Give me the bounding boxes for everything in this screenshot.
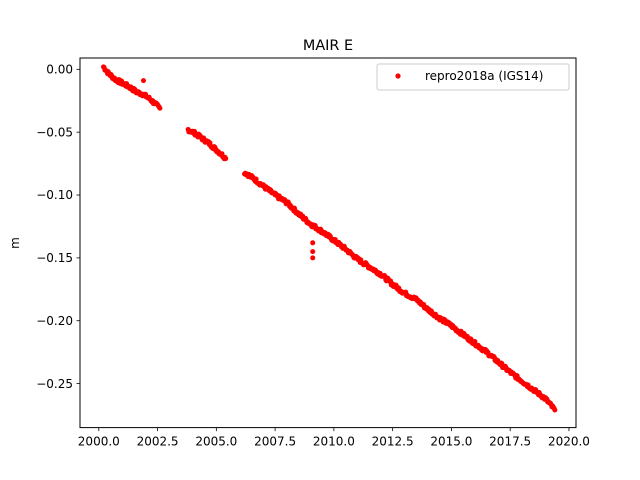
x-tick-label: 2000.0 [78, 435, 120, 449]
data-point [552, 407, 558, 413]
legend: repro2018a (IGS14) [376, 63, 570, 91]
data-point [310, 240, 316, 246]
data-point [223, 156, 229, 162]
x-tick-label: 2020.0 [548, 435, 590, 449]
x-tick-label: 2007.5 [254, 435, 296, 449]
y-tick-label: −0.15 [36, 251, 73, 265]
data-point [140, 78, 146, 84]
legend-marker [395, 73, 401, 79]
data-points [101, 64, 558, 413]
chart-title: MAIR E [303, 38, 353, 54]
x-tick-label: 2005.0 [195, 435, 237, 449]
y-tick-label: −0.20 [36, 314, 73, 328]
y-axis-label: m [8, 237, 22, 249]
data-point [472, 338, 478, 344]
x-tick-label: 2017.5 [489, 435, 531, 449]
x-tick-label: 2015.0 [430, 435, 472, 449]
x-tick-label: 2002.5 [137, 435, 179, 449]
y-axis: 0.00 −0.05 −0.10 −0.15 −0.20 −0.25 [36, 63, 80, 391]
y-tick-label: −0.05 [36, 125, 73, 139]
legend-box [376, 63, 570, 91]
y-tick-label: 0.00 [46, 63, 73, 77]
x-axis: 2000.0 2002.5 2005.0 2007.5 2010.0 2012.5 2015… [78, 427, 590, 449]
legend-label: repro2018a (IGS14) [425, 69, 543, 83]
x-tick-label: 2010.0 [313, 435, 355, 449]
y-tick-label: −0.10 [36, 188, 73, 202]
data-point [157, 105, 163, 111]
plot-frame [79, 57, 577, 429]
data-point [310, 249, 316, 255]
x-tick-label: 2012.5 [372, 435, 414, 449]
data-point [310, 255, 316, 261]
y-tick-label: −0.25 [36, 377, 73, 391]
